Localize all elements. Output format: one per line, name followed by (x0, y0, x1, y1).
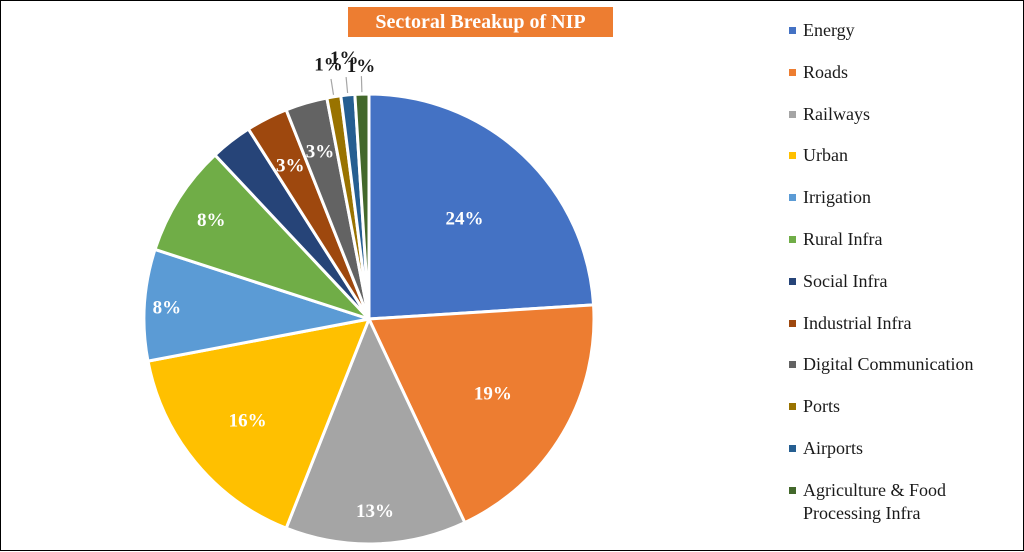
legend-item-energy: Energy (789, 19, 1013, 42)
legend-swatch (789, 27, 796, 34)
leader-line-ports (330, 78, 335, 95)
legend-swatch (789, 486, 796, 494)
legend-item-digital-communication: Digital Communication (789, 353, 1013, 376)
legend-swatch (789, 403, 796, 411)
legend-label: Airports (803, 438, 863, 458)
legend-item-roads: Roads (789, 61, 1013, 84)
pie-slice-roads (367, 303, 596, 525)
legend-swatch (789, 445, 796, 452)
pie-slice-railways (284, 317, 467, 546)
leader-line-airports (345, 77, 349, 94)
legend-item-industrial-infra: Industrial Infra (789, 312, 1013, 335)
pie-slice-rural-infra (153, 153, 371, 321)
legend-item-rural-infra: Rural Infra (789, 228, 1013, 251)
legend-label: Ports (803, 396, 841, 417)
slice-label-urban: 16% (229, 410, 267, 431)
legend-label: Agriculture & Food Processing Infra (803, 479, 946, 523)
legend-item-social-infra: Social Infra (789, 270, 1013, 293)
slice-label-irrigation: 8% (153, 297, 182, 318)
leader-line-agriculture-food-processing-infra (360, 76, 363, 93)
legend-item-railways: Railways (789, 103, 1013, 126)
slice-label-digital-communication: 3% (306, 142, 335, 163)
legend-swatch (789, 68, 796, 76)
legend-swatch (789, 361, 796, 369)
pie-slice-urban (146, 317, 371, 530)
slice-label-railways: 13% (356, 501, 394, 522)
slice-label-ports: 1% (314, 54, 343, 75)
legend-label: Roads (803, 61, 848, 82)
legend-swatch (789, 319, 796, 327)
pie-slice-irrigation (142, 247, 371, 363)
legend-item-urban: Urban (789, 144, 1013, 167)
legend-label: Digital Communication (803, 354, 974, 375)
legend-label: Irrigation (803, 187, 871, 208)
pie-slice-agriculture-food-processing-infra (353, 92, 371, 321)
legend-label: Urban (803, 145, 848, 166)
legend-swatch (789, 110, 796, 118)
slice-label-agriculture-food-processing-infra: 1% (347, 56, 376, 77)
slice-label-rural-infra: 8% (197, 210, 226, 231)
pie-slice-energy (367, 92, 596, 321)
legend-label: Rural Infra (803, 229, 883, 249)
legend-item-airports: Airports (789, 437, 1013, 460)
slice-label-energy: 24% (446, 208, 484, 229)
legend-swatch (789, 152, 796, 160)
slice-label-roads: 19% (474, 383, 512, 404)
legend-swatch (789, 236, 796, 243)
legend-label: Industrial Infra (803, 312, 912, 333)
slice-label-airports: 1% (330, 48, 359, 69)
legend-item-ports: Ports (789, 395, 1013, 418)
legend-label: Energy (803, 20, 855, 40)
legend-label: Social Infra (803, 270, 888, 291)
legend-swatch (789, 277, 796, 285)
legend-label: Railways (803, 103, 870, 124)
chart-title-box: Sectoral Breakup of NIP (348, 7, 613, 37)
legend-item-irrigation: Irrigation (789, 186, 1013, 209)
slice-label-industrial-infra: 3% (276, 156, 305, 177)
legend-item-agriculture-food-processing-infra: Agriculture & Food Processing Infra (789, 479, 1013, 525)
legend-swatch (789, 194, 796, 202)
